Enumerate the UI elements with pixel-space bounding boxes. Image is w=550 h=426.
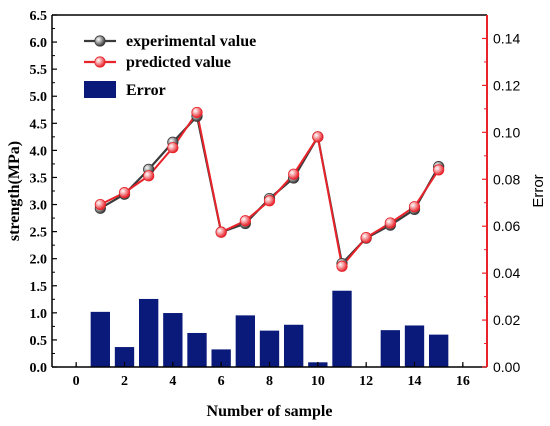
y-tick-label: 1.0 (30, 307, 48, 322)
series-point-1 (288, 168, 300, 180)
y2-tick-label: 0.10 (493, 124, 520, 140)
legend-marker-0 (94, 35, 106, 47)
error-bar (187, 332, 207, 367)
y-axis-title: strength(MPa) (6, 141, 23, 241)
y2-tick-label: 0.02 (493, 312, 520, 328)
error-bar (259, 330, 280, 367)
error-bar (211, 349, 231, 367)
series-point-1 (336, 260, 348, 272)
series-point-1 (384, 217, 396, 229)
x-axis-title: Number of sample (207, 403, 333, 420)
series-line-0 (99, 113, 440, 266)
error-bars (90, 290, 449, 367)
error-bar (332, 290, 352, 367)
series-point-1 (360, 231, 372, 244)
x-tick-label: 12 (359, 374, 373, 389)
error-bar (404, 325, 425, 367)
y-tick-label: 5.5 (30, 63, 48, 78)
series-point-1 (408, 201, 421, 213)
legend-label-1: predicted value (126, 54, 231, 71)
y-tick-label: 6.5 (30, 9, 48, 24)
series-point-1 (433, 164, 445, 176)
axes: 0 2 4 6 8 10 12 14 16 0.0 0.5 1.0 1.5 2.0 2.5 3.0 3.5 4.0… (6, 9, 547, 420)
y2-tick-label: 0.14 (493, 30, 520, 46)
y-tick-label: 0.5 (30, 334, 48, 349)
y-tick-label: 1.5 (30, 280, 48, 295)
error-bar (235, 315, 255, 367)
y2-tick-label: 0.04 (493, 265, 520, 281)
y2-tick-label: 0.00 (493, 359, 520, 375)
x-tick-label: 2 (121, 374, 128, 389)
y-tick-label: 2.5 (30, 226, 48, 241)
y2-axis-title: Error (530, 174, 547, 207)
series-point-1 (263, 195, 276, 207)
y2-tick-label: 0.08 (493, 171, 520, 187)
error-bar (114, 347, 135, 367)
y2-tick-label: 0.06 (493, 218, 520, 234)
x-tick-label: 8 (266, 374, 273, 389)
legend-marker-1 (94, 56, 106, 68)
x-tick-label: 16 (456, 374, 470, 389)
error-bar (284, 324, 304, 367)
legend-bar-swatch (84, 81, 116, 98)
series-point-1 (118, 187, 131, 199)
series-point-1 (143, 170, 155, 182)
x-tick-label: 0 (73, 374, 80, 389)
x-tick-label: 4 (169, 374, 176, 389)
y-tick-label: 6.0 (30, 36, 48, 51)
x-tick-label: 10 (311, 374, 325, 389)
y-tick-label: 0.0 (30, 361, 48, 376)
series-point-1 (167, 142, 179, 154)
error-bar (163, 313, 183, 367)
series-lines (94, 106, 445, 272)
y-tick-label: 3.5 (30, 171, 48, 186)
series-point-1 (215, 226, 227, 238)
error-bar (90, 311, 110, 367)
error-bar (139, 298, 159, 367)
y-tick-label: 3.0 (30, 199, 48, 214)
legend: experimental value predicted value Error (84, 33, 256, 99)
series-line-1 (99, 109, 440, 269)
x-tick-label: 6 (218, 374, 225, 389)
legend-label-0: experimental value (126, 33, 256, 50)
y-tick-label: 4.0 (30, 144, 48, 159)
series-point-1 (94, 198, 106, 211)
error-bar (380, 330, 400, 367)
y2-tick-label: 0.12 (493, 77, 520, 93)
series-point-1 (191, 106, 203, 119)
y-tick-label: 2.0 (30, 253, 48, 268)
x-tick-label: 14 (408, 374, 422, 389)
series-point-1 (312, 131, 324, 143)
y-tick-label: 5.0 (30, 90, 48, 105)
legend-label-error: Error (126, 82, 166, 99)
y-tick-label: 4.5 (30, 117, 48, 132)
series-point-1 (239, 215, 251, 227)
error-bar (429, 334, 449, 367)
